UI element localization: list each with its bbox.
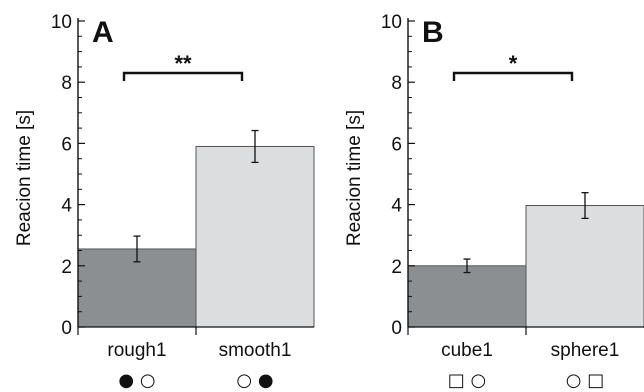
panel-b-ytick-label-10: 10: [381, 12, 402, 33]
panel-a-ytick-label-8: 8: [61, 73, 72, 94]
panel-a-ytick-label-2: 2: [61, 257, 72, 278]
panel-a-bar-smooth1: [196, 146, 314, 327]
panel-b-letter: B: [422, 16, 444, 49]
panel-a-ytick-label-6: 6: [61, 134, 72, 155]
panel-b-y-axis-label: Reacion time [s]: [344, 110, 365, 246]
panel-b-bar-sphere1: [526, 206, 644, 327]
panel-b-category-label-cube1: cube1: [441, 340, 493, 361]
panel-a-category-label-smooth1: smooth1: [219, 340, 292, 361]
panel-b-category-label-sphere1: sphere1: [551, 340, 620, 361]
panel-b-bar-cube1: [408, 266, 526, 327]
panel-b-ytick-label-6: 6: [391, 134, 402, 155]
panel-a-ytick-label-0: 0: [61, 318, 72, 339]
panel-a-category-label-rough1: rough1: [107, 340, 166, 361]
panel-b-stimulus-symbols-sphere1: ○ □: [566, 370, 604, 391]
panel-a-stimulus-symbols-smooth1: ○ ●: [236, 370, 273, 391]
panel-b-stimulus-symbols-cube1: □ ○: [448, 370, 486, 391]
panel-a-ytick-label-4: 4: [61, 196, 72, 217]
panel-a-letter: A: [92, 16, 114, 49]
panel-a-stimulus-symbols-rough1: ● ○: [118, 370, 155, 391]
panel-b-ytick-label-8: 8: [391, 73, 402, 94]
panel-a-y-axis-label: Reacion time [s]: [14, 110, 35, 246]
panel-a-ytick-label-10: 10: [51, 12, 72, 33]
panel-a-significance-marker: **: [174, 51, 192, 76]
panel-b-ytick-label-2: 2: [391, 257, 402, 278]
panel-b-significance-marker: *: [509, 51, 518, 76]
panel-b-ytick-label-0: 0: [391, 318, 402, 339]
panel-b-ytick-label-4: 4: [391, 196, 402, 217]
